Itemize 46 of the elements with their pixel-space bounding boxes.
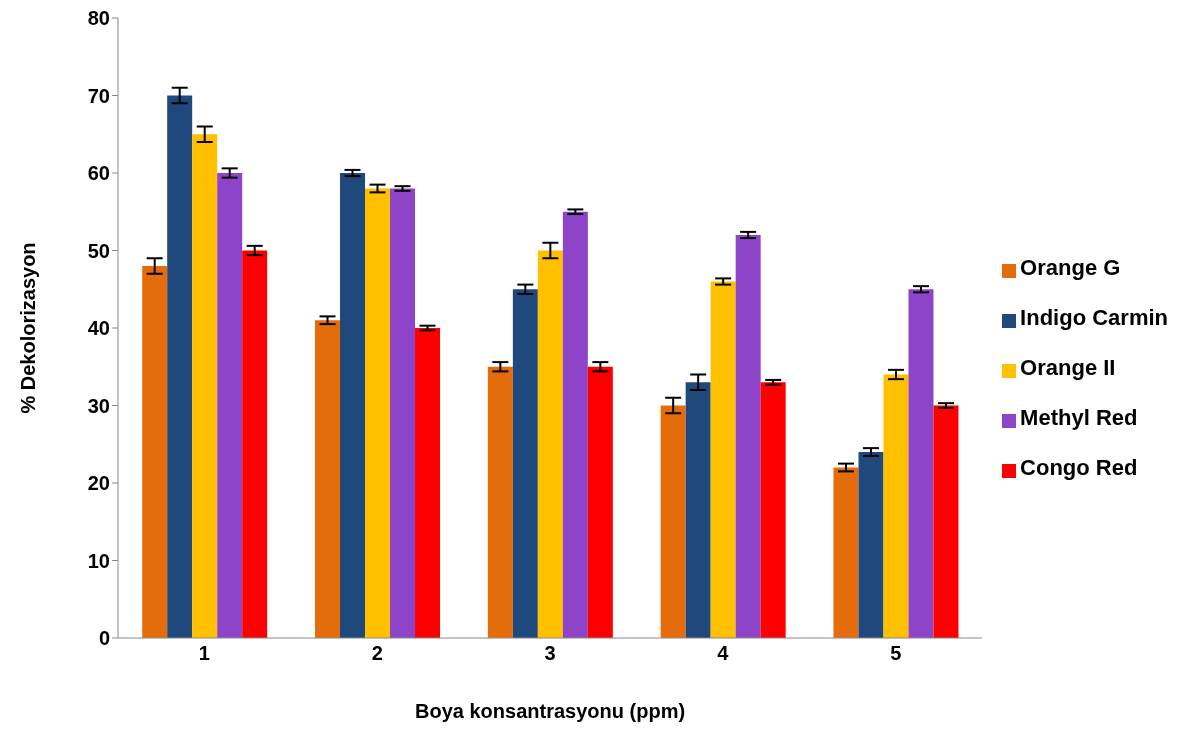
bar [685,382,711,638]
y-tick-label: 60 [87,162,110,185]
x-tick-label: 1 [198,642,210,665]
y-tick-label: 40 [87,317,110,340]
bar [883,374,909,638]
y-axis-title: % Dekolorizasyon [17,242,40,414]
bar [735,235,761,638]
bar [365,188,391,638]
bar [217,173,243,638]
bar [512,289,538,638]
y-tick-label: 50 [87,239,110,262]
y-tick-label: 0 [98,627,110,650]
bar [487,366,513,638]
bar [415,328,441,638]
bar [390,188,416,638]
bar [242,250,268,638]
y-tick-label: 10 [87,549,110,572]
bar [315,320,341,638]
bar [192,134,218,638]
legend-label: Congo Red [1020,455,1138,480]
bar [562,211,588,638]
legend-label: Orange G [1020,255,1121,280]
legend-label: Methyl Red [1020,405,1138,430]
bar [858,452,884,638]
bar [833,467,859,638]
bar [760,382,786,638]
x-tick-label: 5 [890,642,902,665]
bar [587,366,613,638]
legend-label: Indigo Carmin [1020,305,1168,330]
x-tick-label: 3 [544,642,556,665]
x-tick-label: 4 [717,642,730,665]
bar [933,405,959,638]
bar [660,405,686,638]
bar [710,281,736,638]
y-tick-label: 80 [87,7,110,30]
y-tick-label: 30 [87,394,110,417]
y-tick-label: 70 [87,84,110,107]
bar [537,250,563,638]
bar [908,289,934,638]
bar [142,266,168,638]
x-tick-label: 2 [371,642,383,665]
y-tick-label: 20 [87,472,110,495]
x-axis-title: Boya konsantrasyonu (ppm) [415,700,686,722]
legend-label: Orange II [1020,355,1116,380]
bar [340,173,366,638]
bar [167,95,193,638]
